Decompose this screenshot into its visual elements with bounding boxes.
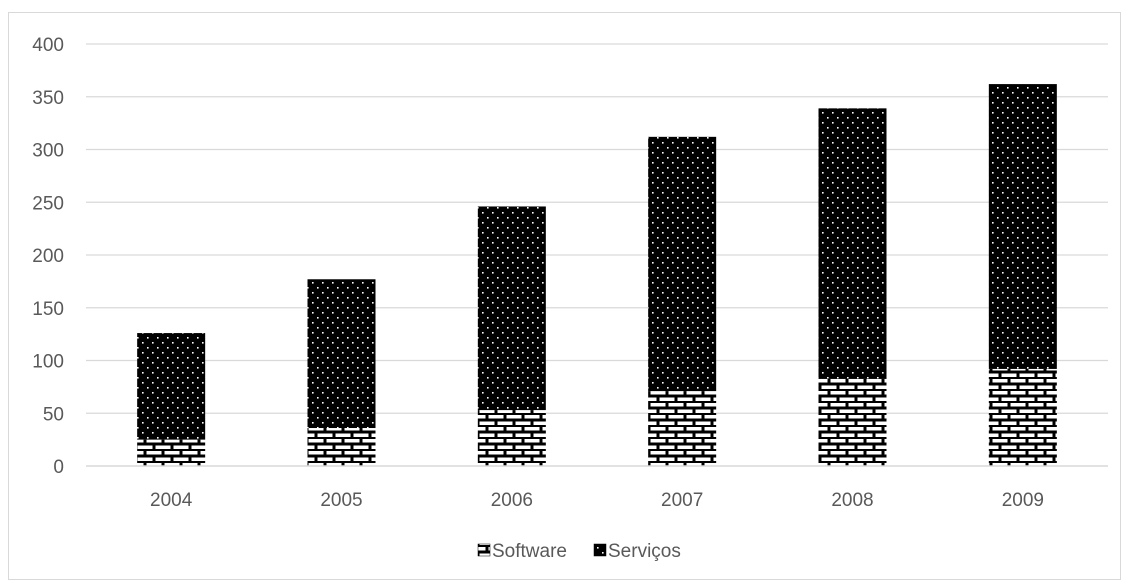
bar-dots-2007 <box>648 136 717 392</box>
bars <box>137 84 1057 466</box>
bar-dots-2006 <box>477 206 546 411</box>
legend-swatch-dots <box>593 543 607 557</box>
bar-brick-2005 <box>307 428 376 466</box>
bar-brick-2009 <box>988 368 1057 466</box>
chart-frame <box>8 12 1121 580</box>
y-tick-label: 100 <box>32 352 64 373</box>
gridlines <box>86 43 1108 414</box>
x-tick-label: 2005 <box>320 490 362 511</box>
y-tick-label: 50 <box>43 404 64 425</box>
x-tick-label: 2006 <box>491 490 533 511</box>
x-tick-label: 2007 <box>661 490 703 511</box>
legend: Software Serviços <box>477 541 681 562</box>
bar-dots-2005 <box>307 279 376 429</box>
y-tick-label: 350 <box>32 88 64 109</box>
x-axis-tick-labels: 2004 2005 2006 2007 2008 2009 <box>150 490 1044 511</box>
bar-dots-2008 <box>818 108 887 379</box>
x-tick-label: 2004 <box>150 490 193 511</box>
bar-dots-2004 <box>137 333 206 440</box>
x-tick-label: 2009 <box>1002 490 1044 511</box>
bar-brick-2006 <box>477 410 546 466</box>
y-tick-label: 0 <box>53 457 64 478</box>
x-tick-label: 2008 <box>831 490 873 511</box>
bar-dots-2009 <box>988 84 1057 369</box>
y-tick-label: 150 <box>32 299 64 320</box>
y-tick-label: 250 <box>32 193 64 214</box>
bar-brick-2007 <box>648 391 717 466</box>
bar-brick-2008 <box>818 378 887 466</box>
legend-swatch-brick <box>477 543 491 557</box>
bar-brick-2004 <box>137 439 206 466</box>
legend-label: Software <box>492 541 567 562</box>
y-axis-tick-labels: 0 50 100 150 200 250 300 350 400 <box>32 35 64 478</box>
legend-label: Serviços <box>608 541 681 562</box>
y-tick-label: 200 <box>32 246 64 267</box>
y-tick-label: 300 <box>32 141 64 162</box>
y-tick-label: 400 <box>32 35 64 56</box>
